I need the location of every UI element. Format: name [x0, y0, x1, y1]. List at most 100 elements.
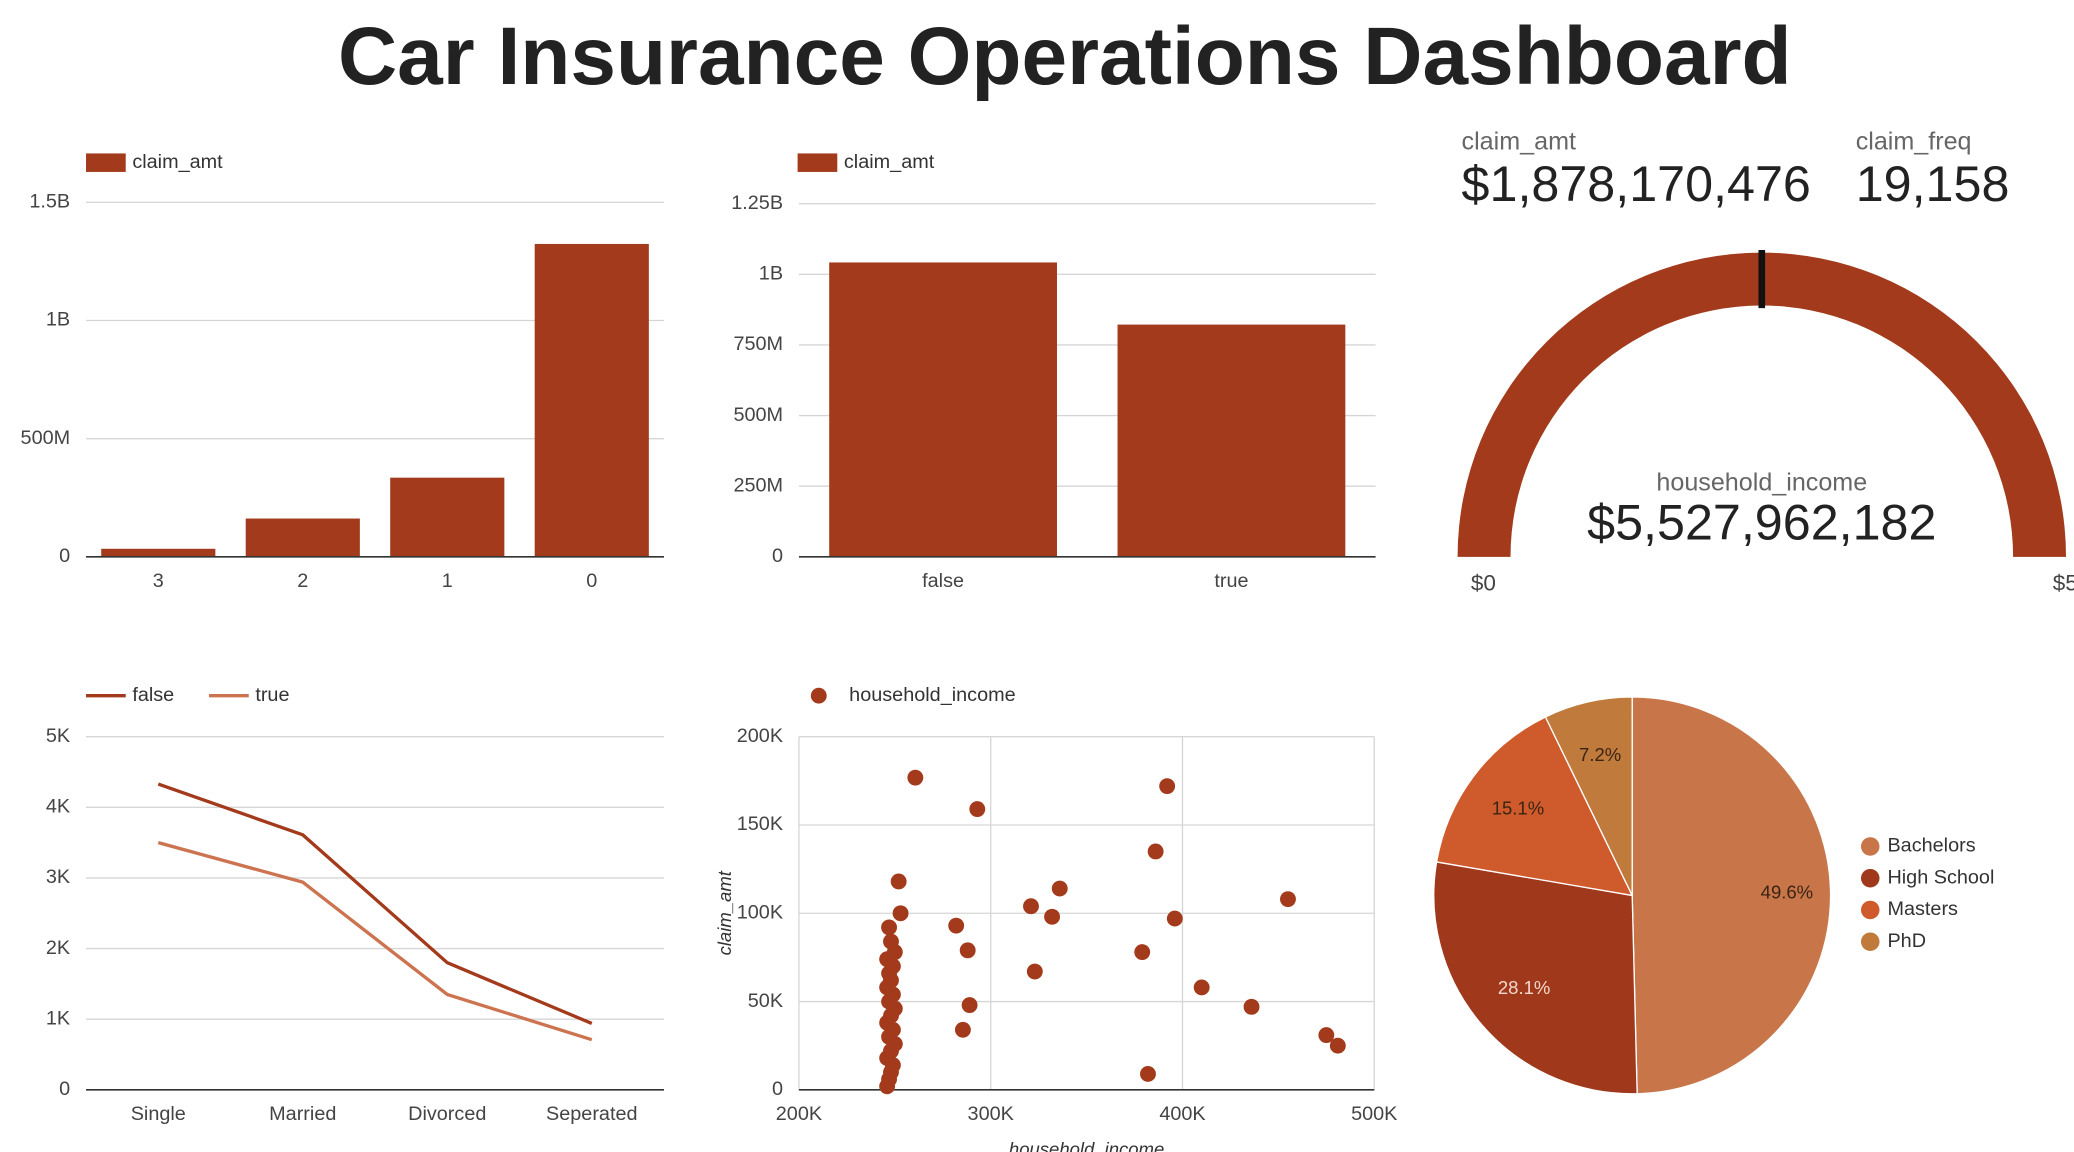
dashboard-title: Car Insurance Operations Dashboard	[338, 11, 1792, 102]
scatter-point	[1023, 898, 1039, 915]
scatter-point	[907, 769, 924, 786]
x-tick-label: true	[1214, 570, 1248, 592]
legend-label: true	[255, 684, 289, 706]
y-tick-label: 1B	[759, 263, 783, 285]
scorecard-value: 19,158	[1856, 156, 2010, 212]
x-tick-label: Divorced	[408, 1103, 486, 1125]
y-tick-label: 0	[59, 1078, 70, 1100]
y-tick-label: 100K	[737, 902, 783, 924]
bar	[245, 518, 360, 557]
scatter-point	[1147, 843, 1164, 860]
scatter-point	[1026, 963, 1043, 980]
pie-label: 49.6%	[1761, 881, 1813, 902]
pie-slice	[1631, 696, 1832, 1095]
y-tick-label: 3K	[46, 866, 70, 888]
bar	[101, 548, 216, 557]
x-tick-label: 3	[153, 570, 164, 592]
bar	[829, 262, 1057, 557]
legend-label: false	[132, 684, 174, 706]
y-tick-label: 500M	[21, 427, 71, 449]
gauge-tick-label: $0	[1471, 571, 1496, 596]
scorecard-label: claim_amt	[1462, 127, 1576, 155]
scorecard-label: claim_freq	[1856, 127, 1972, 155]
x-tick-label: 0	[586, 570, 597, 592]
bar	[534, 243, 649, 557]
y-tick-label: 5K	[46, 725, 70, 747]
series-line	[157, 841, 593, 1042]
scatter-point	[959, 942, 976, 959]
x-tick-label: 1	[442, 570, 453, 592]
y-tick-label: 200K	[737, 725, 783, 747]
legend-swatch	[797, 153, 838, 172]
y-tick-label: 150K	[737, 813, 783, 835]
y-tick-label: 50K	[748, 990, 783, 1012]
y-tick-label: 2K	[46, 937, 70, 959]
x-axis-title: household_income	[1009, 1139, 1164, 1152]
scorecard-value: $1,878,170,476	[1462, 156, 1811, 212]
bar	[1117, 324, 1346, 557]
y-tick-label: 1.5B	[29, 191, 70, 213]
y-tick-label: 4K	[46, 796, 70, 818]
y-tick-label: 750M	[733, 333, 783, 355]
x-tick-label: 2	[297, 570, 308, 592]
legend-label: household_income	[849, 684, 1015, 706]
legend-marker	[1860, 868, 1880, 888]
x-tick-label: false	[922, 570, 964, 592]
x-tick-label: 400K	[1159, 1103, 1205, 1125]
x-tick-label: Single	[131, 1103, 186, 1125]
scatter-point	[1280, 891, 1296, 908]
scatter-point	[961, 997, 978, 1014]
scatter-point	[890, 873, 907, 890]
legend-label: Masters	[1887, 898, 1958, 920]
scatter-point	[954, 1021, 971, 1038]
x-tick-label: 300K	[968, 1103, 1014, 1125]
scatter-point	[1159, 778, 1176, 795]
x-tick-label: Seperated	[546, 1103, 638, 1125]
gauge-label: household_income	[1656, 469, 1867, 497]
pie-label: 15.1%	[1492, 798, 1544, 819]
legend-label: claim_amt	[844, 151, 935, 173]
pie-slice	[1435, 716, 1634, 897]
y-tick-label: 500M	[733, 404, 783, 426]
legend-label: claim_amt	[132, 151, 223, 173]
legend-marker	[1860, 932, 1880, 951]
scatter-point	[881, 919, 898, 936]
scatter-point	[892, 905, 909, 922]
legend-marker	[810, 687, 827, 704]
scatter-point	[1193, 979, 1210, 996]
scatter-point	[969, 801, 986, 818]
y-axis-title: claim_amt	[714, 870, 735, 955]
x-tick-label: 200K	[776, 1103, 822, 1125]
scatter-point	[948, 917, 965, 934]
y-tick-label: 1K	[46, 1007, 70, 1029]
scatter-point	[883, 933, 899, 950]
scatter-point	[1044, 908, 1061, 925]
x-tick-label: Married	[269, 1103, 336, 1125]
scatter-point	[1140, 1066, 1156, 1082]
gauge-tick-label: $5	[2053, 571, 2074, 596]
scatter-point	[1166, 910, 1183, 927]
scatter-point	[1134, 944, 1151, 961]
legend-marker	[1860, 837, 1880, 856]
pie-label: 28.1%	[1498, 977, 1550, 998]
scatter-point	[1329, 1037, 1346, 1054]
gauge-value-label: $5,527,962,182	[1587, 495, 1936, 551]
scatter-point	[1051, 880, 1068, 897]
gauge-value	[1457, 252, 2066, 557]
pie-slice	[1544, 696, 1633, 896]
y-tick-label: 0	[772, 1078, 783, 1100]
legend-marker	[1860, 900, 1880, 920]
legend-swatch	[86, 153, 126, 172]
series-line	[157, 782, 593, 1025]
y-tick-label: 1.25B	[731, 192, 783, 214]
y-tick-label: 1B	[46, 309, 70, 331]
legend-label: Bachelors	[1887, 835, 1975, 857]
legend-label: PhD	[1887, 930, 1926, 952]
legend-label: High School	[1887, 866, 1994, 888]
y-tick-label: 250M	[733, 474, 783, 496]
bar	[390, 477, 505, 557]
pie-label: 7.2%	[1579, 744, 1621, 765]
y-tick-label: 0	[772, 545, 783, 567]
